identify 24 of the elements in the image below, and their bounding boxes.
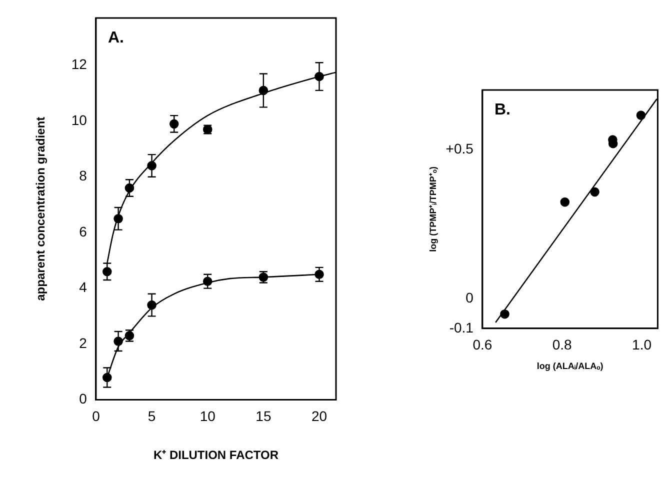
y-tick-label: 12 (71, 56, 88, 72)
x-tick-label: 0 (92, 408, 100, 424)
x-axis-title: log (ALAᵢ/ALAₒ) (536, 361, 604, 372)
x-tick-label: 20 (311, 408, 328, 424)
y-tick-label: +0.5 (446, 140, 474, 156)
x-tick-label: 1.0 (632, 336, 652, 353)
y-tick-label: 0 (466, 289, 474, 306)
x-tick-label: 0.6 (472, 336, 492, 353)
y-tick-label: 0 (79, 390, 88, 407)
y-tick-label: 6 (79, 223, 88, 240)
y-tick-label: 10 (71, 112, 88, 128)
y-axis-title: log (TPMP⁺ᵢ/TPMP⁺ₒ) (428, 166, 438, 252)
y-tick-label: 8 (79, 168, 88, 184)
x-tick-label: 0.8 (552, 336, 572, 353)
x-tick-label: 5 (148, 408, 156, 424)
y-tick-label: -0.1 (449, 319, 474, 336)
y-tick-label: 4 (79, 279, 88, 296)
x-tick-label: 15 (256, 408, 272, 424)
x-axis-title: K⁺ DILUTION FACTOR (153, 448, 279, 462)
y-axis-title: apparent concentration gradient (34, 116, 48, 301)
annotation: A. (108, 29, 124, 46)
y-tick-label: 2 (79, 334, 88, 351)
x-tick-label: 10 (200, 408, 216, 424)
annotation: B. (494, 101, 510, 118)
